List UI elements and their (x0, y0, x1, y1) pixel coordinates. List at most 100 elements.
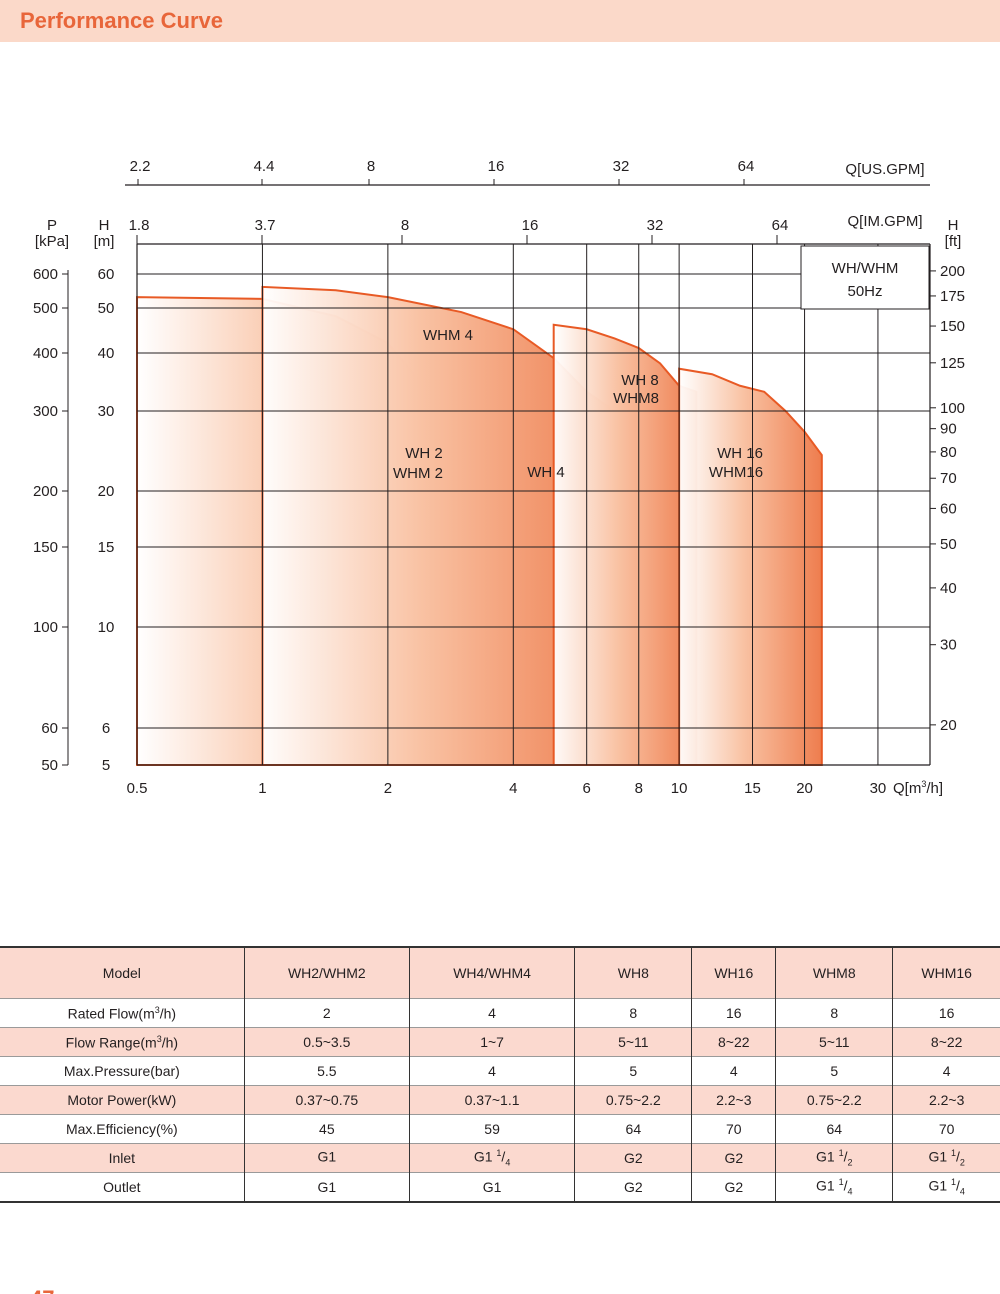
table-cell: 0.37~0.75 (243, 1085, 410, 1115)
q-tick-label: 2 (384, 780, 392, 797)
table-cell: 4 (408, 1056, 575, 1086)
q-tick-label: 4 (509, 780, 517, 797)
im-gpm-tick-label: 1.8 (129, 217, 150, 234)
table-row: Max.Efficiency(%) 45 59 64 70 64 70 (0, 1114, 1000, 1144)
im-gpm-tick-label: 32 (647, 217, 664, 234)
table-header-cell: WH4/WHM4 (408, 947, 575, 999)
legend-box (800, 245, 930, 310)
us-gpm-tick-label: 32 (613, 158, 630, 175)
q-axis-label-sup: 3 (921, 779, 926, 789)
us-gpm-tick-label: 8 (367, 158, 375, 175)
page-title: Performance Curve (20, 8, 223, 33)
table-cell: 64 (574, 1114, 692, 1144)
table-cell: G2 (574, 1143, 692, 1173)
p-tick-label: 500 (33, 300, 58, 317)
series-label: WH 8 (621, 372, 659, 389)
p-tick-label: 150 (33, 539, 58, 556)
q-tick-label: 30 (870, 780, 887, 797)
table-header-cell: WH8 (574, 947, 692, 999)
q-tick-label: 8 (635, 780, 643, 797)
hm-tick-label: 15 (98, 539, 115, 556)
hft-tick-label: 70 (940, 470, 957, 487)
row-label: Outlet (103, 1179, 141, 1195)
hft-axis-label: H (948, 217, 959, 234)
table-cell: 8~22 (691, 1027, 776, 1057)
table-cell: 59 (408, 1114, 575, 1144)
table-cell: G1 1/2 (892, 1143, 1000, 1173)
hft-tick-label: 20 (940, 717, 957, 734)
hm-tick-label: 20 (98, 483, 115, 500)
table-cell: G2 (691, 1143, 776, 1173)
table-cell: 2.2~3 (691, 1085, 776, 1115)
hft-tick-label: 40 (940, 580, 957, 597)
table-cell: 16 (892, 998, 1000, 1028)
chart-grid (136, 243, 931, 766)
curve-areas (136, 285, 823, 766)
table-cell: 0.37~1.1 (408, 1085, 575, 1115)
im-gpm-tick-label: 16 (522, 217, 539, 234)
table-cell: 16 (691, 998, 776, 1028)
series-label: WH 16 (717, 445, 763, 462)
hft-axis-unit: [ft] (945, 233, 962, 250)
table-cell: 45 (243, 1114, 410, 1144)
hm-tick-label: 60 (98, 266, 115, 283)
im-gpm-tick-label: 8 (401, 217, 409, 234)
table-header-cell: WHM8 (775, 947, 893, 999)
table-row: Motor Power(kW) 0.37~0.75 0.37~1.1 0.75~… (0, 1085, 1000, 1115)
im-gpm-tick-label: 3.7 (255, 217, 276, 234)
row-label: Motor Power(kW) (0, 1085, 245, 1115)
table-cell: 4 (691, 1056, 776, 1086)
series-label: WHM8 (613, 390, 659, 407)
series-label: WHM 4 (423, 327, 473, 344)
q-tick-label: 20 (796, 780, 813, 797)
table-cell: 2.2~3 (892, 1085, 1000, 1115)
q-tick-label: 10 (671, 780, 688, 797)
table-cell: G1 (243, 1172, 410, 1202)
hft-tick-label: 150 (940, 318, 965, 335)
table-cell: 2 (243, 998, 410, 1028)
chart-axes: 0.5 1 2 4 6 8 10 15 20 30 Q[m3/h] 1.8 3.7 8 16 32 64 Q[IM… (33, 158, 965, 797)
table-cell: 5 (775, 1056, 893, 1086)
header-band (0, 0, 1000, 42)
performance-chart: 0.5 1 2 4 6 8 10 15 20 30 Q[m3/h] 1.8 3.7 8 16 32 64 Q[IM… (33, 158, 965, 797)
p-tick-label: 100 (33, 619, 58, 636)
table-cell: 4 (892, 1056, 1000, 1086)
table-cell: G1 1/4 (775, 1172, 893, 1202)
hm-tick-label: 50 (98, 300, 115, 317)
table-cell: 0.75~2.2 (775, 1085, 893, 1115)
table-cell: G1 (243, 1143, 410, 1173)
p-tick-label: 50 (41, 757, 58, 774)
table-cell: 8 (574, 998, 692, 1028)
curve-area-4 (678, 367, 823, 766)
table-header-cell: WH16 (691, 947, 776, 999)
hft-tick-label: 90 (940, 421, 957, 438)
table-cell: 70 (691, 1114, 776, 1144)
table-cell: 5 (574, 1056, 692, 1086)
us-gpm-tick-label: 64 (738, 158, 755, 175)
table-cell: 5~11 (574, 1027, 692, 1057)
row-label: Inlet (0, 1143, 245, 1173)
q-tick-label: 15 (744, 780, 761, 797)
us-gpm-tick-label: 4.4 (254, 158, 275, 175)
table-cell: 5~11 (775, 1027, 893, 1057)
table-header-cell: WH2/WHM2 (243, 947, 410, 999)
legend-box-line1: WH/WHM (832, 260, 899, 277)
p-tick-label: 200 (33, 483, 58, 500)
p-axis-unit: [kPa] (35, 233, 69, 250)
hft-tick-label: 60 (940, 500, 957, 517)
p-tick-label: 400 (33, 345, 58, 362)
table-cell: G2 (574, 1172, 692, 1202)
table-cell: 0.75~2.2 (574, 1085, 692, 1115)
table-cell: G1 1/4 (892, 1172, 1000, 1202)
hft-tick-label: 50 (940, 536, 957, 553)
p-tick-label: 300 (33, 403, 58, 420)
table-header-cell: Model (0, 947, 245, 999)
hft-tick-label: 125 (940, 355, 965, 372)
hft-tick-label: 80 (940, 444, 957, 461)
table-cell: 64 (775, 1114, 893, 1144)
table-row-inlet: Inlet G1 G1 1/4 G2 G2 G1 1/2 G1 1/2 (0, 1143, 1000, 1173)
table-cell: G1 1/2 (775, 1143, 893, 1173)
q-axis-label-end: /h] (926, 780, 943, 797)
legend-box-line2: 50Hz (847, 283, 882, 300)
